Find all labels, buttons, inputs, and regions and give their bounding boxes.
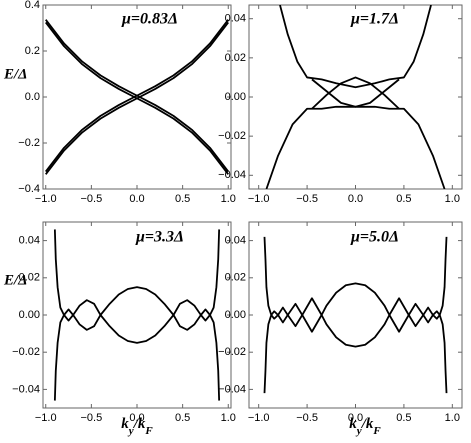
curve	[265, 105, 446, 189]
curve	[63, 299, 211, 344]
y-tick-label: 0.04	[19, 235, 40, 247]
x-tick-label: 1.0	[445, 193, 460, 205]
x-tick-label: 0.0	[129, 412, 144, 424]
x-axis-label-part: y	[355, 425, 362, 437]
x-tick-label: 0.0	[348, 412, 363, 424]
y-tick-label: 0.00	[19, 309, 40, 321]
x-axis-label-part: y	[127, 425, 134, 437]
x-tick-label: −1.0	[35, 412, 57, 424]
panel: −1.0 −0.5 0.0 0.5 1.0 −0.4 −0.2 0.0 0.2 0.4 μ=0.83…	[3, 0, 236, 205]
frame	[248, 4, 463, 190]
curve	[63, 286, 211, 331]
x-tick-label: 1.0	[445, 412, 460, 424]
y-tick-label: 0.04	[225, 235, 246, 247]
x-axis-label-part: k	[349, 416, 357, 432]
x-tick-label: 0.0	[129, 193, 144, 205]
y-tick-label: 0.02	[225, 52, 246, 64]
x-tick-label: −0.5	[81, 193, 103, 205]
frame	[42, 221, 232, 409]
x-axis-label-part: /k	[133, 416, 146, 432]
y-tick-label: −0.04	[12, 383, 40, 395]
y-tick-label: 0.00	[225, 91, 246, 103]
y-tick-label: 0.0	[25, 91, 40, 103]
x-axis-label-part: k	[121, 416, 129, 432]
x-tick-label: −1.0	[35, 193, 57, 205]
x-tick-label: −0.5	[296, 412, 318, 424]
curve	[53, 229, 65, 401]
y-tick-label: 0.04	[225, 13, 246, 25]
x-tick-label: 1.0	[221, 412, 236, 424]
y-tick-label: −0.4	[18, 183, 40, 195]
x-tick-label: −0.5	[81, 412, 103, 424]
panel-title: μ=3.3Δ	[135, 229, 184, 246]
y-tick-label: −0.2	[18, 137, 40, 149]
frame	[248, 221, 463, 409]
curve	[263, 236, 273, 394]
x-tick-label: 0.5	[175, 193, 190, 205]
x-tick-label: 0.5	[175, 412, 190, 424]
y-tick-label: −0.02	[12, 346, 40, 358]
curve	[311, 76, 400, 110]
curve	[45, 19, 229, 173]
x-tick-label: 0.5	[396, 193, 411, 205]
frame	[42, 4, 232, 190]
y-tick-label: 0.02	[225, 272, 246, 284]
curve	[270, 297, 441, 348]
x-axis-label-part: F	[144, 425, 153, 437]
y-tick-label: −0.02	[218, 346, 246, 358]
y-tick-label: 0.2	[25, 45, 40, 57]
curve	[438, 236, 448, 394]
x-tick-label: −1.0	[248, 193, 270, 205]
x-axis-label: ky/kF	[121, 416, 153, 436]
x-tick-label: 1.0	[221, 193, 236, 205]
x-tick-label: 0.0	[348, 193, 363, 205]
curve	[45, 21, 229, 175]
x-tick-label: −0.5	[296, 193, 318, 205]
x-axis-label: ky/kF	[349, 416, 381, 436]
panel-title: μ=0.83Δ	[121, 11, 178, 28]
y-axis-label: E/Δ	[3, 66, 28, 82]
panel: −1.0 −0.5 0.0 0.5 1.0 −0.04 −0.02 0.00 0.02 0.04 μ…	[218, 221, 463, 437]
y-tick-label: 0.02	[19, 272, 40, 284]
y-tick-label: −0.04	[218, 169, 246, 181]
y-tick-label: 0.00	[225, 309, 246, 321]
curve	[209, 229, 221, 401]
curve	[311, 78, 400, 108]
panel-title: μ=1.7Δ	[350, 11, 399, 28]
panel: −1.0 −0.5 0.0 0.5 1.0 −0.04 −0.02 0.00 0.02 0.04 μ…	[3, 221, 236, 437]
y-axis-label: E/Δ	[3, 272, 28, 288]
x-axis-label-part: F	[372, 425, 381, 437]
y-tick-label: −0.02	[218, 130, 246, 142]
y-tick-label: −0.04	[218, 383, 246, 395]
x-axis-label-part: /k	[361, 416, 374, 432]
x-tick-label: −1.0	[248, 412, 270, 424]
curve	[279, 5, 432, 89]
panel-title: μ=5.0Δ	[350, 229, 399, 246]
x-tick-label: 0.5	[396, 412, 411, 424]
panel: −1.0 −0.5 0.0 0.5 1.0 −0.04 −0.02 0.00 0.02 0.04 μ…	[218, 4, 463, 205]
y-tick-label: 0.4	[25, 0, 40, 11]
